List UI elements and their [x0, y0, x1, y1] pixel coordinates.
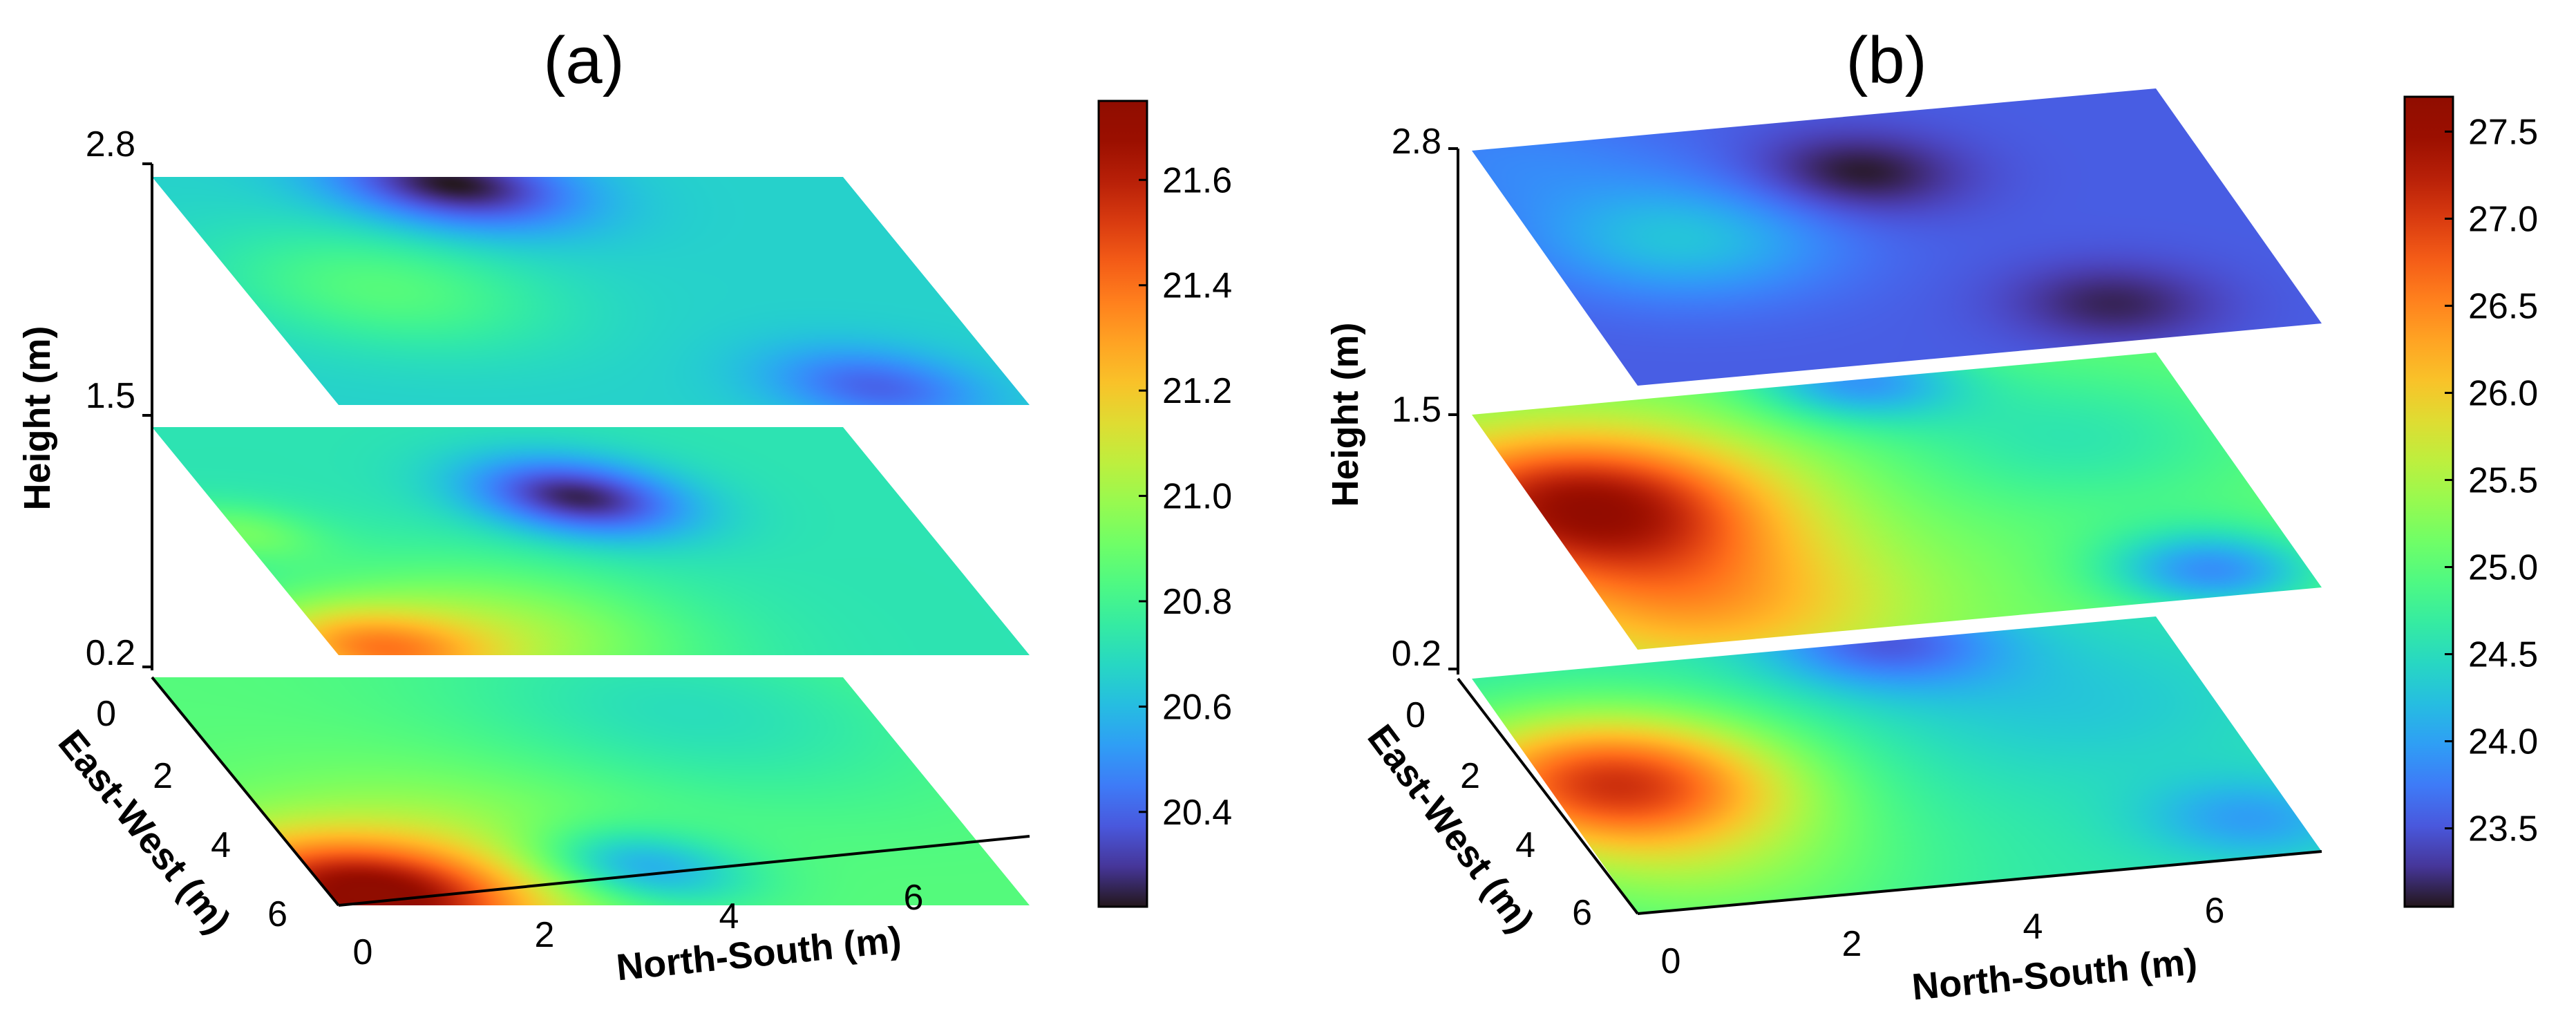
- panel-a-colorbar: [1097, 100, 1148, 908]
- panel-b-z-tick: 0.2: [1392, 634, 1441, 674]
- panel-a-ew-axis: [151, 676, 340, 907]
- panel-b-z-label: Height (m): [1325, 323, 1366, 507]
- panel-a-x-tick: 4: [719, 896, 739, 936]
- panel-b-colorbar: [2403, 95, 2454, 908]
- colorbar-tick-label: 21.0: [1162, 477, 1232, 517]
- colorbar-tick-label: 23.5: [2468, 809, 2538, 849]
- colorbar-tick-label: 24.5: [2468, 635, 2538, 675]
- panel-a-x-label: North-South (m): [614, 919, 903, 989]
- panel-b-x-tick: 6: [2205, 891, 2225, 931]
- heat-slice-0.2: [152, 677, 1030, 905]
- panel-a-y-tick: 0: [96, 694, 116, 734]
- heat-slice-2.8: [152, 177, 1030, 405]
- panel-b-x-label: North-South (m): [1911, 941, 2199, 1008]
- panel-b-x-tick: 4: [2023, 907, 2043, 947]
- panel-b-slices: [1472, 88, 2322, 914]
- panel-a-title: (a): [543, 23, 624, 97]
- panel-a-slices: [152, 177, 1030, 905]
- panel-b: (b) 2.8 1.5 0.2 Height (m) 0 2 4 6 East-…: [1325, 23, 2538, 1008]
- colorbar-tick-label: 20.8: [1162, 582, 1232, 622]
- panel-a-x-tick: 0: [353, 932, 373, 972]
- panel-b-x-tick: 0: [1661, 941, 1681, 981]
- colorbar-tick-label: 27.0: [2468, 199, 2538, 239]
- panel-a-colorbar-ticks: 20.4 20.6 20.8 21.0 21.2 21.4 21.6: [1139, 160, 1232, 833]
- panel-a-x-tick: 6: [904, 878, 924, 918]
- colorbar-tick-label: 21.6: [1162, 160, 1232, 200]
- heat-slice-0.2: [1472, 616, 2322, 914]
- colorbar-tick-label: 21.4: [1162, 266, 1232, 306]
- colorbar-tick-label: 24.0: [2468, 722, 2538, 762]
- panel-a: (a) 2.8 1.5 0.2 Height (m) 0 2 4 6 East-…: [17, 23, 1232, 988]
- panel-b-title: (b): [1846, 23, 1926, 97]
- colorbar-tick-label: 20.6: [1162, 687, 1232, 727]
- colorbar-tick-label: 26.5: [2468, 286, 2538, 326]
- panel-a-z-tick: 1.5: [86, 376, 135, 416]
- panel-b-y-tick: 6: [1572, 893, 1592, 933]
- panel-b-z-tick: 2.8: [1392, 122, 1441, 162]
- colorbar-tick-label: 21.2: [1162, 371, 1232, 411]
- panel-b-y-tick: 2: [1460, 756, 1480, 796]
- colorbar-tick-label: 20.4: [1162, 793, 1232, 833]
- heat-slice-1.5: [1472, 352, 2322, 650]
- panel-b-colorbar-ticks: 23.5 24.0 24.5 25.0 25.5 26.0 26.5 27.0 27.5: [2445, 112, 2538, 849]
- colorbar-tick-label: 27.5: [2468, 112, 2538, 152]
- panel-b-y-tick: 4: [1515, 825, 1535, 865]
- panel-b-ew-axis: [1457, 677, 1639, 915]
- panel-a-y-tick: 6: [267, 894, 287, 934]
- panel-b-z-tick: 1.5: [1392, 390, 1441, 430]
- colorbar-tick-label: 25.0: [2468, 548, 2538, 588]
- panel-a-z-tick: 0.2: [86, 633, 135, 673]
- panel-a-z-tick: 2.8: [86, 124, 135, 164]
- heat-slice-1.5: [152, 427, 1030, 655]
- panel-a-y-tick: 4: [211, 825, 231, 865]
- panel-a-x-tick: 2: [535, 915, 555, 955]
- colorbar-tick-label: 25.5: [2468, 460, 2538, 500]
- colorbar-tick-label: 26.0: [2468, 373, 2538, 413]
- panel-b-x-tick: 2: [1842, 924, 1862, 964]
- panel-a-y-tick: 2: [153, 756, 173, 796]
- heat-slice-2.8: [1472, 88, 2322, 386]
- panel-a-z-label: Height (m): [17, 326, 58, 511]
- panel-b-y-tick: 0: [1405, 695, 1426, 735]
